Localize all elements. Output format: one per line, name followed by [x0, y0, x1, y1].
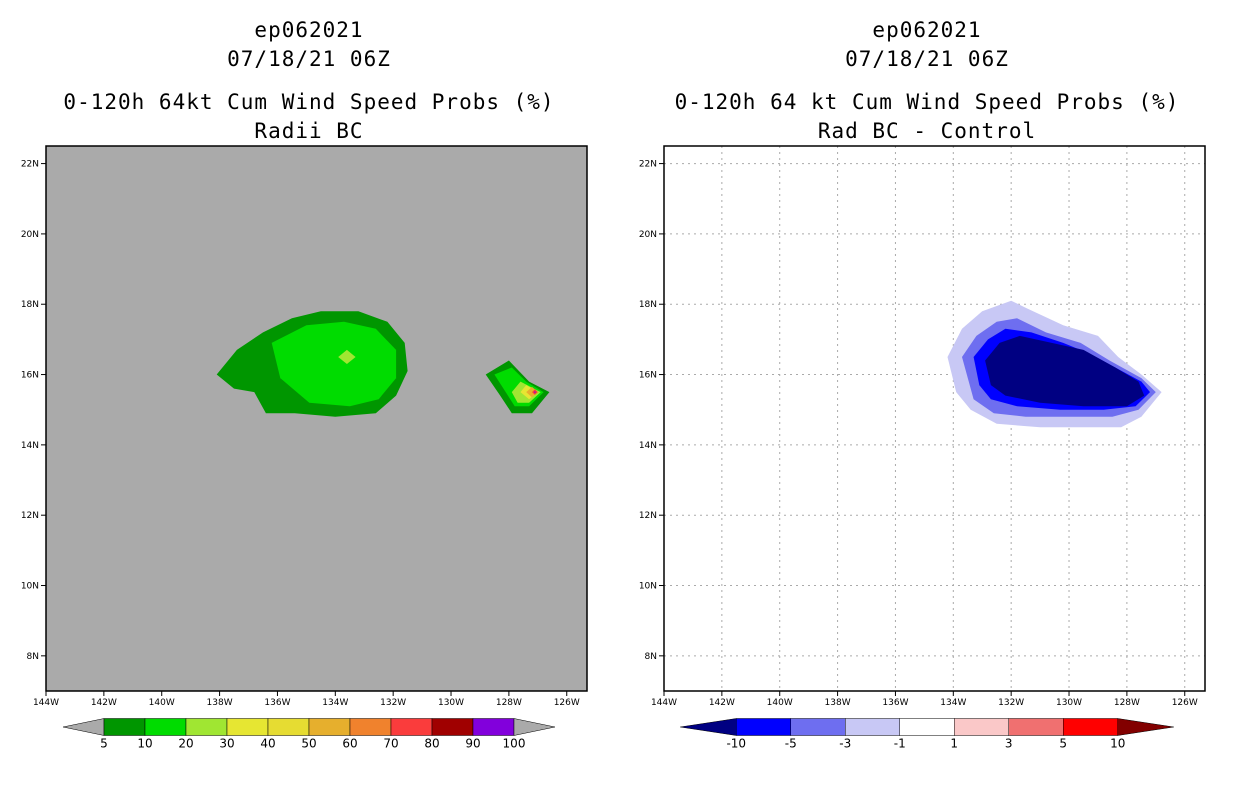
- colorbar-over: [513, 718, 556, 736]
- chart-title: 0-120h 64 kt Cum Wind Speed Probs (%): [674, 90, 1180, 114]
- colorbar-label: 5: [1059, 737, 1067, 751]
- colorbar-box: [1008, 718, 1064, 736]
- colorbar-label: 90: [465, 737, 480, 751]
- colorbar-label: 40: [260, 737, 275, 751]
- y-tick-label: 12N: [21, 511, 39, 521]
- colorbar-box: [1063, 718, 1118, 736]
- storm-id: ep062021: [254, 18, 364, 42]
- colorbar-box: [103, 718, 146, 736]
- y-tick-label: 16N: [21, 371, 39, 381]
- colorbar-box: [349, 718, 392, 736]
- x-tick-label: 128W: [496, 698, 522, 708]
- x-tick-label: 132W: [998, 698, 1024, 708]
- contour-90: [534, 391, 536, 394]
- left-panel: ep062021 07/18/21 06Z 0-120h 64kt Cum Wi…: [21, 18, 588, 751]
- y-tick-label: 8N: [645, 652, 657, 662]
- x-tick-label: 138W: [825, 698, 851, 708]
- y-tick-label: 22N: [639, 160, 657, 170]
- colorbar-label: 10: [137, 737, 152, 751]
- y-tick-label: 8N: [27, 652, 39, 662]
- colorbar-label: -1: [894, 737, 906, 751]
- y-tick-label: 16N: [639, 371, 657, 381]
- x-tick-label: 144W: [651, 698, 677, 708]
- y-tick-label: 18N: [21, 300, 39, 310]
- x-tick-label: 134W: [940, 698, 966, 708]
- chart-subtitle: Rad BC - Control: [817, 119, 1037, 143]
- datetime: 07/18/21 06Z: [845, 47, 1009, 71]
- y-tick-label: 10N: [639, 582, 657, 592]
- colorbar-box: [144, 718, 187, 736]
- x-tick-label: 142W: [709, 698, 735, 708]
- colorbar-label: 80: [424, 737, 439, 751]
- colorbar-label: 70: [383, 737, 398, 751]
- x-tick-label: 136W: [882, 698, 908, 708]
- colorbar-box: [954, 718, 1009, 736]
- colorbar-label: 30: [219, 737, 234, 751]
- colorbar-box: [308, 718, 351, 736]
- colorbar-label: 1: [950, 737, 958, 751]
- colorbar-box: [267, 718, 310, 736]
- x-tick-label: 140W: [767, 698, 793, 708]
- x-tick-label: 138W: [207, 698, 233, 708]
- chart-title: 0-120h 64kt Cum Wind Speed Probs (%): [63, 90, 555, 114]
- colorbar-label: 50: [301, 737, 316, 751]
- y-tick-label: 20N: [639, 230, 657, 240]
- plot-frame: [45, 145, 588, 692]
- colorbar-over: [1117, 718, 1174, 736]
- x-tick-label: 140W: [149, 698, 175, 708]
- colorbar-under: [62, 718, 105, 736]
- colorbar-label: 3: [1005, 737, 1013, 751]
- x-tick-label: 134W: [322, 698, 348, 708]
- chart-subtitle: Radii BC: [254, 119, 364, 143]
- colorbar-box: [431, 718, 474, 736]
- x-tick-label: 126W: [554, 698, 580, 708]
- y-tick-label: 20N: [21, 230, 39, 240]
- y-tick-label: 10N: [21, 582, 39, 592]
- plot-frame: [663, 145, 1206, 692]
- colorbar-label: 10: [1110, 737, 1125, 751]
- y-tick-label: 14N: [639, 441, 657, 451]
- x-tick-label: 144W: [33, 698, 59, 708]
- colorbar-label: 20: [178, 737, 193, 751]
- x-tick-label: 128W: [1114, 698, 1140, 708]
- x-tick-label: 130W: [1056, 698, 1082, 708]
- colorbar-box: [899, 718, 955, 736]
- colorbar-label: 60: [342, 737, 357, 751]
- contour-10: [271, 321, 397, 407]
- x-tick-label: 136W: [264, 698, 290, 708]
- y-tick-label: 12N: [639, 511, 657, 521]
- wind-prob-map: 144W 142W 140W 138W 136W 134W 132W 130W 128W 126W…: [21, 145, 588, 751]
- contour--10: [985, 335, 1145, 407]
- colorbar-under: [680, 718, 737, 736]
- wind-prob-difference-map: 144W 142W 140W 138W 136W 134W 132W 130W 128W 126W…: [639, 145, 1206, 751]
- x-tick-label: 130W: [438, 698, 464, 708]
- x-tick-label: 126W: [1172, 698, 1198, 708]
- contour-20: [338, 349, 356, 364]
- colorbar-label: 5: [100, 737, 108, 751]
- colorbar-box: [390, 718, 433, 736]
- y-tick-label: 22N: [21, 160, 39, 170]
- colorbar-label: -5: [785, 737, 797, 751]
- colorbar-box: [736, 718, 791, 736]
- colorbar-box: [845, 718, 900, 736]
- colorbar-box: [185, 718, 228, 736]
- plot-background: [46, 146, 587, 691]
- x-tick-label: 132W: [380, 698, 406, 708]
- colorbar-label: -3: [839, 737, 851, 751]
- colorbar-label: 100: [503, 737, 526, 751]
- x-tick-label: 142W: [91, 698, 117, 708]
- colorbar-box: [472, 718, 515, 736]
- colorbar-label: -10: [726, 737, 746, 751]
- y-tick-label: 14N: [21, 441, 39, 451]
- colorbar-box: [790, 718, 846, 736]
- y-tick-label: 18N: [639, 300, 657, 310]
- storm-id: ep062021: [872, 18, 982, 42]
- right-panel: ep062021 07/18/21 06Z 0-120h 64 kt Cum W…: [618, 0, 1236, 800]
- datetime: 07/18/21 06Z: [227, 47, 391, 71]
- colorbar-box: [226, 718, 269, 736]
